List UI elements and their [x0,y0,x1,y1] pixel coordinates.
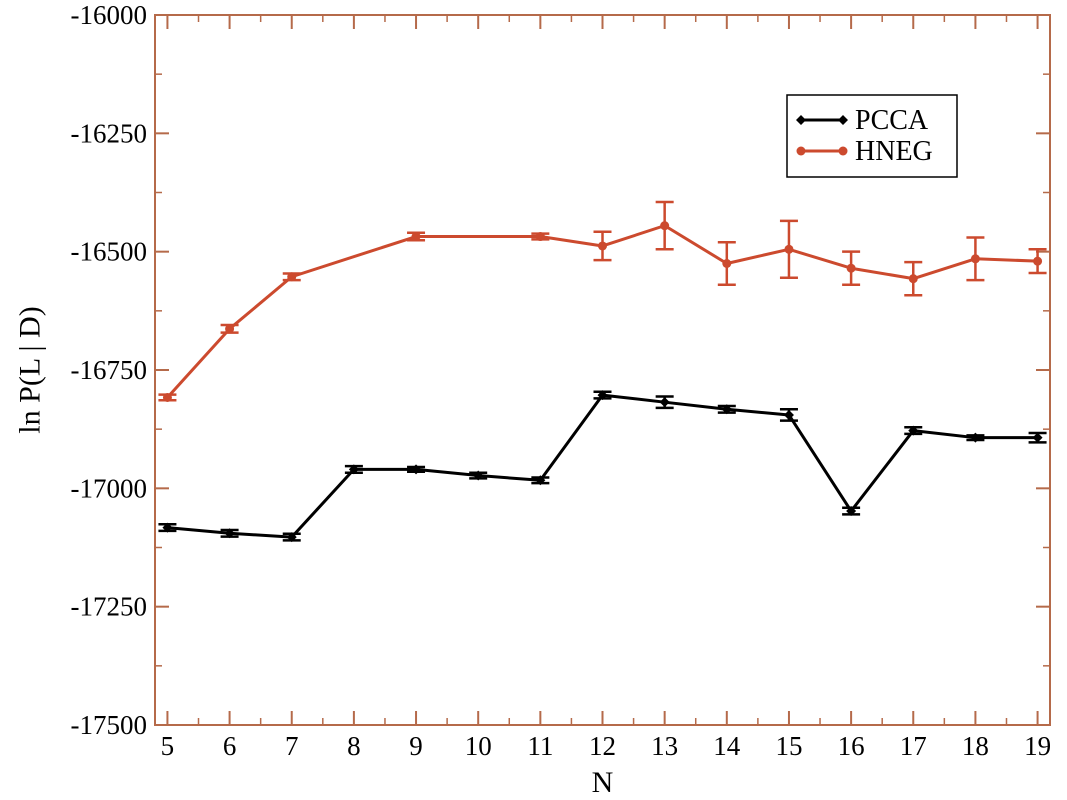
legend-box [786,94,958,178]
data-point-hneg [287,272,297,282]
legend-marker-hneg [796,146,806,156]
y-tick-label: -17250 [71,592,148,622]
series-line-pcca [167,393,1038,539]
data-point-pcca [473,470,484,481]
x-tick-label: 12 [589,731,616,761]
data-point-pcca [846,506,857,517]
y-tick-label: -16250 [71,118,148,148]
x-tick-label: 11 [527,731,553,761]
x-tick-label: 15 [775,731,802,761]
data-point-pcca [411,464,422,475]
data-point-pcca [162,522,173,533]
data-point-hneg [411,232,421,242]
x-tick-label: 6 [223,731,237,761]
legend-label-hneg: HNEG [855,136,933,167]
data-point-hneg [722,259,732,268]
x-tick-label: 5 [161,731,175,761]
data-point-pcca [1032,432,1043,443]
data-point-hneg [225,324,235,334]
data-point-hneg [1033,256,1043,266]
data-point-hneg [970,254,980,264]
data-point-hneg [846,263,856,273]
data-point-hneg [535,232,545,242]
data-point-pcca [348,464,359,475]
data-point-pcca [597,390,608,401]
y-tick-label: -16750 [71,355,148,385]
x-tick-label: 10 [465,731,492,761]
data-point-hneg [660,221,670,231]
plot-frame [154,14,1051,726]
x-tick-label: 16 [838,731,865,761]
data-point-pcca [535,475,546,486]
series-layer [158,200,1047,543]
x-tick-label: 18 [962,731,989,761]
legend-label-pcca: PCCA [855,105,929,136]
x-tick-label: 7 [285,731,299,761]
x-tick-label: 19 [1024,731,1051,761]
data-point-pcca [783,409,794,420]
data-point-hneg [908,274,918,284]
legend-marker-pcca [796,115,848,125]
series-hneg [158,200,1047,402]
tick-labels-layer: 5 6 7 8 9 10 11 12 13 14 15 16 17 18 19 -16000 -16250 -16… [71,0,1052,761]
data-point-pcca [659,397,670,408]
x-tick-label: 17 [900,731,927,761]
legend-marker-hneg-end [838,146,848,156]
series-pcca [158,390,1047,543]
y-tick-label: -17500 [71,710,148,740]
data-point-pcca [970,432,981,443]
y-tick-label: -16000 [71,0,148,30]
ticks-layer [155,14,1050,726]
data-point-pcca [721,404,732,415]
data-point-hneg [598,241,607,251]
data-point-pcca [286,532,297,543]
y-axis-title: ln P(L | D) [14,306,47,433]
data-point-pcca [224,528,235,539]
x-tick-label: 13 [651,731,678,761]
y-tick-label: -17000 [71,473,148,503]
x-axis-title: N [592,766,614,799]
data-point-hneg [162,392,172,402]
data-point-pcca [908,425,919,436]
x-tick-label: 14 [713,731,741,761]
x-tick-label: 9 [409,731,423,761]
data-point-hneg [784,244,794,254]
y-tick-label: -16500 [71,237,148,267]
legend: PCCA HNEG [786,94,958,178]
x-tick-label: 8 [347,731,361,761]
